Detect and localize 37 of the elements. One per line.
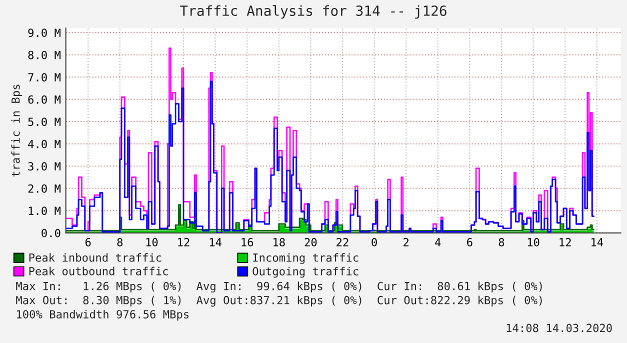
x-tick-label: 0 <box>372 238 377 246</box>
x-tick-label: 12 <box>178 238 190 246</box>
legend-label: Peak inbound traffic <box>29 253 162 262</box>
y-tick-label: 2.0 M <box>28 184 60 193</box>
x-tick-label: 16 <box>242 238 254 246</box>
x-tick-label: 8 <box>498 238 504 246</box>
x-tick-label: 2 <box>404 238 408 246</box>
x-tick-label: 20 <box>304 238 317 246</box>
x-tick-label: 10 <box>146 238 158 246</box>
text: 100% Bandwidth 976.56 MBps <box>17 310 188 321</box>
chart-title: Traffic Analysis for 314 -- j126 <box>180 5 446 19</box>
text: Max In: 1.26 MBps ( 0%) Avg In: 99.64 kBps ( 0%) Cur In: 80.61 kBps ( 0%) <box>16 282 542 293</box>
y-axis-title: traffic in Bps <box>11 84 22 177</box>
x-tick-label: 6 <box>85 238 91 246</box>
x-tick-label: 14 <box>592 238 604 246</box>
text: 14:08 14.03.2020 <box>506 324 612 332</box>
text: Max Out: 8.30 MBps ( 1%) Avg Out:837.21 kBps ( 0%) Cur Out:822.29 kBps ( 0%) <box>16 296 542 307</box>
x-tick-label: 8 <box>117 238 123 246</box>
legend-label: Peak outbound traffic <box>29 266 168 276</box>
y-tick-label: 5.0 M <box>28 118 60 126</box>
x-tick-label: 22 <box>336 238 348 246</box>
x-tick-label: 10 <box>528 238 540 246</box>
legend-label: Outgoing traffic <box>252 266 358 278</box>
y-tick-label: 0.0 <box>42 228 60 238</box>
x-tick-label: 18 <box>274 238 285 246</box>
x-tick-label: 14 <box>210 238 222 246</box>
legend-label: Incoming traffic <box>253 253 358 264</box>
y-tick-label: 4.0 M <box>28 140 60 148</box>
y-tick-label: 9.0 M <box>28 28 60 37</box>
x-tick-label: 4 <box>435 238 441 246</box>
x-tick-label: 12 <box>560 238 571 246</box>
y-tick-label: 1.0 M <box>28 206 60 216</box>
y-tick-label: 8.0 M <box>28 50 60 60</box>
y-tick-label: 6.0 M <box>28 95 60 104</box>
y-tick-label: 7.0 M <box>28 73 60 82</box>
y-tick-label: 3.0 M <box>28 162 60 171</box>
x-tick-label: 6 <box>467 238 472 246</box>
